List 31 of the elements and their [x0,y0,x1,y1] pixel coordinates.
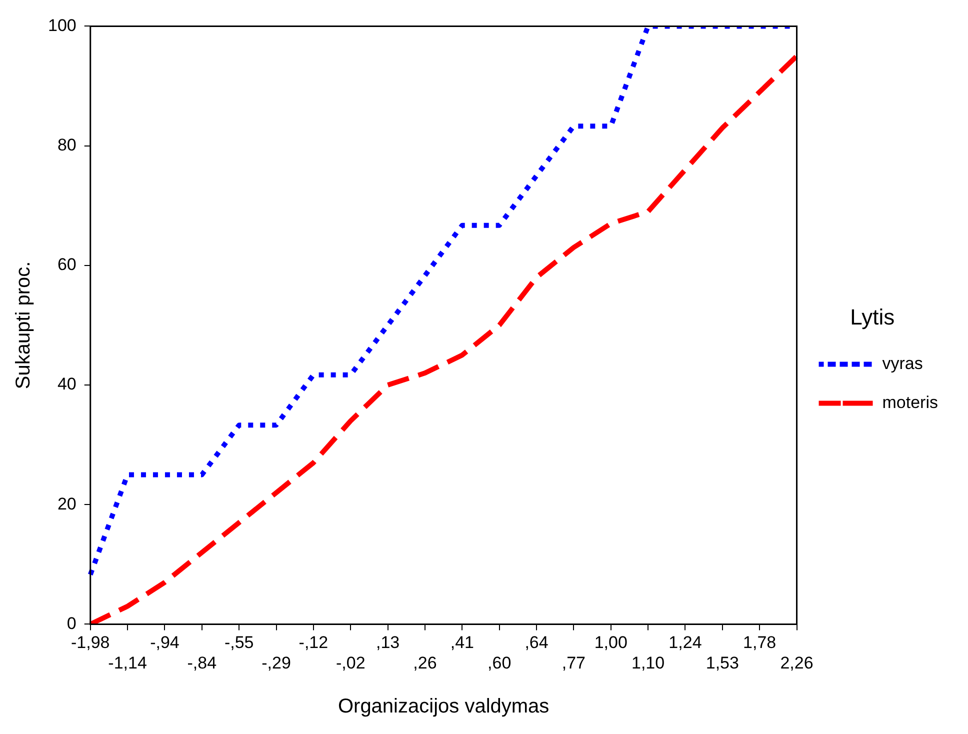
x-tick-label: 1,78 [743,633,776,652]
x-tick-label: -,29 [262,653,291,672]
x-tick-label: -,84 [187,653,217,672]
x-axis-title: Organizacijos valdymas [338,696,550,718]
x-tick-label: ,60 [488,653,512,672]
x-tick-label: ,64 [524,633,548,652]
y-tick-label: 40 [57,374,76,394]
x-tick-label: -,55 [224,633,254,652]
x-tick-label: -,12 [298,633,328,652]
legend-label: moteris [882,392,938,412]
x-tick-label: ,26 [413,653,437,672]
x-tick-label: 2,26 [780,653,814,672]
x-tick-label: 1,10 [632,653,665,672]
x-tick-label: ,77 [562,653,586,672]
x-tick-label: -,02 [336,653,366,672]
x-tick-label: 1,53 [706,653,739,672]
x-tick-label: 1,00 [594,633,628,652]
x-tick-label: ,41 [450,633,474,652]
y-tick-label: 0 [66,614,76,633]
x-tick-label: -,94 [150,633,180,652]
y-tick-label: 60 [57,255,76,274]
x-tick-label: -1,98 [70,633,110,652]
x-tick-label: 1,24 [668,633,702,652]
y-tick-label: 20 [57,494,76,514]
x-tick-label: ,13 [376,633,400,652]
y-axis-title: Sukaupti proc. [12,261,35,390]
y-tick-label: 100 [48,16,76,35]
x-tick-label: -1,14 [108,653,147,672]
legend-label: vyras [882,354,923,373]
y-tick-label: 80 [57,135,76,154]
legend-title: Lytis [850,304,895,330]
